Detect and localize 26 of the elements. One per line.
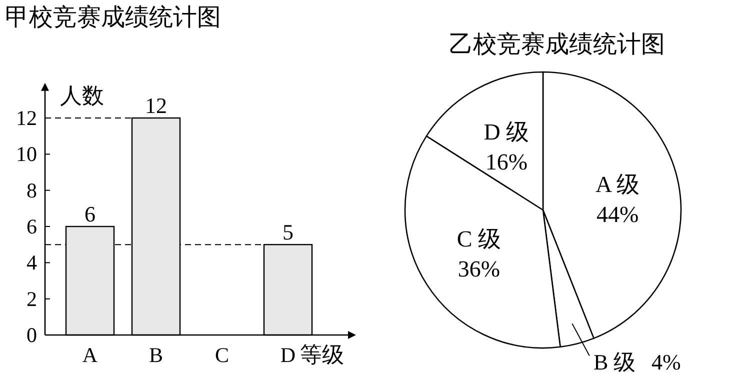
x-tick-label: B xyxy=(148,343,164,367)
y-tick-label: 10 xyxy=(16,142,37,166)
y-tick-label: 6 xyxy=(26,214,37,238)
y-tick-label: 0 xyxy=(26,323,37,347)
y-axis-title: 人数 xyxy=(60,82,104,108)
x-axis-title: 等级 xyxy=(300,342,344,367)
chart-title: 乙校竞赛成绩统计图 xyxy=(449,31,665,58)
slice-label: A 级 xyxy=(596,172,640,197)
y-tick-label: 12 xyxy=(16,106,37,130)
data-label: 4% xyxy=(651,350,681,375)
slice-label: C 级 xyxy=(456,226,501,252)
x-tick-label: A xyxy=(82,343,98,367)
slice-label: B 级 xyxy=(593,350,636,375)
y-tick-label: 2 xyxy=(26,286,37,311)
data-label: 16% xyxy=(485,149,528,174)
chart-title: 甲校竞赛成绩统计图 xyxy=(5,4,221,31)
data-label: 6 xyxy=(84,202,96,226)
y-tick-label: 4 xyxy=(26,250,38,275)
data-label: 5 xyxy=(282,220,294,245)
x-tick-label: C xyxy=(214,343,230,367)
x-tick-label: D xyxy=(280,343,296,367)
data-label: 36% xyxy=(458,256,500,282)
slice-label: D 级 xyxy=(484,119,530,144)
y-tick-label: 8 xyxy=(26,178,37,202)
data-label: 44% xyxy=(596,202,639,227)
data-label: 12 xyxy=(145,93,167,118)
